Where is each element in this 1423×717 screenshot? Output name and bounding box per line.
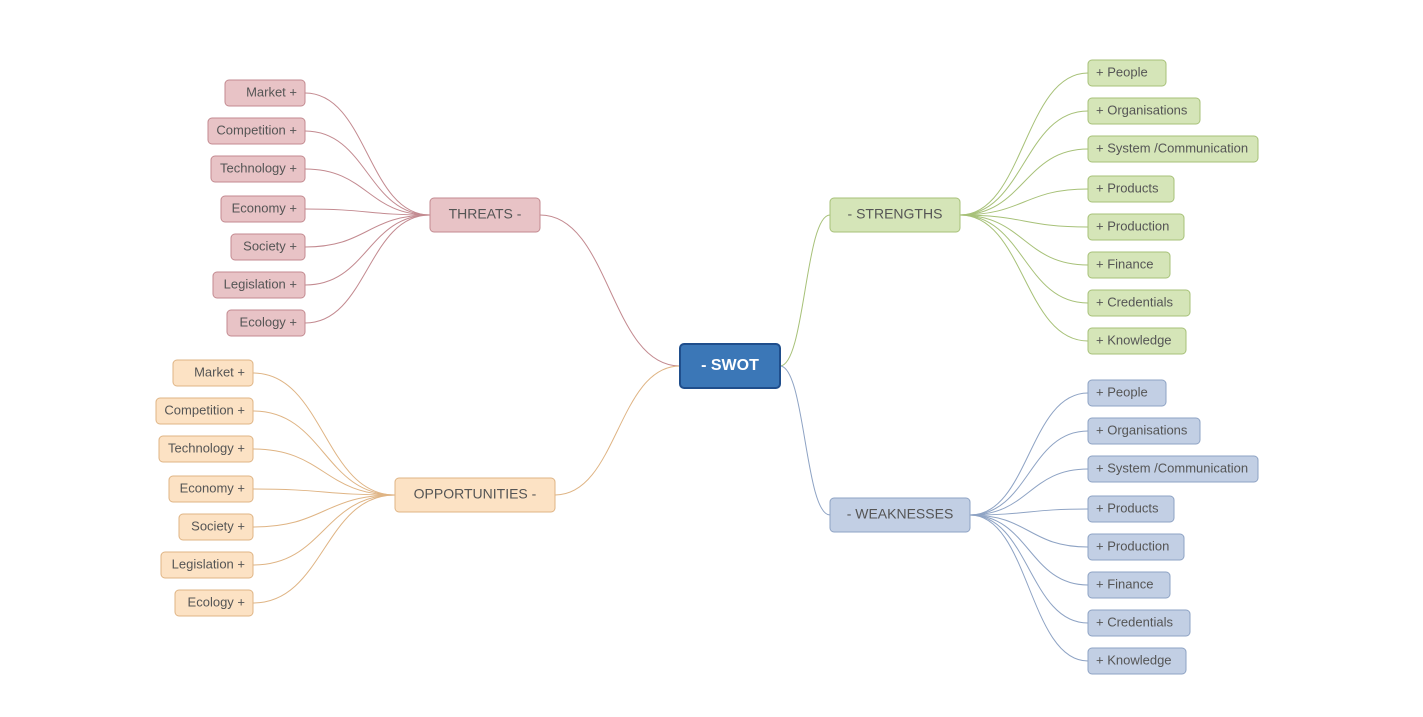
leaf-label-threats-5: Legislation + [224, 276, 297, 291]
category-label-threats: THREATS - [449, 206, 522, 222]
edge-strengths-leaf-0 [960, 73, 1088, 215]
edge-opportunities-leaf-1 [253, 411, 395, 495]
edge-opportunities-leaf-5 [253, 495, 395, 565]
leaf-label-weaknesses-3: + Products [1096, 500, 1159, 515]
edge-threats-leaf-0 [305, 93, 430, 215]
edge-strengths-leaf-1 [960, 111, 1088, 215]
leaf-label-weaknesses-7: + Knowledge [1096, 652, 1172, 667]
leaf-label-opportunities-4: Society + [191, 518, 245, 533]
edge-weaknesses-leaf-0 [970, 393, 1088, 515]
leaf-label-opportunities-5: Legislation + [172, 556, 245, 571]
edge-center-threats [540, 215, 680, 366]
swot-mindmap: - SWOT THREATS - Market + Competition + Tech… [0, 0, 1423, 717]
category-label-weaknesses: - WEAKNESSES [847, 506, 954, 522]
category-label-strengths: - STRENGTHS [848, 206, 943, 222]
edge-weaknesses-leaf-1 [970, 431, 1088, 515]
leaf-label-strengths-6: + Credentials [1096, 294, 1173, 309]
leaf-label-weaknesses-6: + Credentials [1096, 614, 1173, 629]
leaf-label-strengths-5: + Finance [1096, 256, 1153, 271]
leaf-label-strengths-0: + People [1096, 64, 1148, 79]
leaf-label-opportunities-6: Ecology + [188, 594, 245, 609]
leaf-label-opportunities-1: Competition + [164, 402, 245, 417]
edge-opportunities-leaf-0 [253, 373, 395, 495]
leaf-label-threats-4: Society + [243, 238, 297, 253]
leaf-label-strengths-7: + Knowledge [1096, 332, 1172, 347]
edges-layer [253, 73, 1088, 661]
leaf-label-weaknesses-2: + System /Communication [1096, 460, 1248, 475]
leaf-label-strengths-1: + Organisations [1096, 102, 1188, 117]
leaf-label-weaknesses-1: + Organisations [1096, 422, 1188, 437]
edge-weaknesses-leaf-2 [970, 469, 1088, 515]
leaf-label-weaknesses-0: + People [1096, 384, 1148, 399]
leaf-label-weaknesses-4: + Production [1096, 538, 1169, 553]
nodes-layer: - SWOT THREATS - Market + Competition + Tech… [156, 60, 1258, 674]
leaf-label-strengths-2: + System /Communication [1096, 140, 1248, 155]
edge-threats-leaf-5 [305, 215, 430, 285]
edge-center-strengths [780, 215, 830, 366]
edge-weaknesses-leaf-7 [970, 515, 1088, 661]
edge-threats-leaf-4 [305, 215, 430, 247]
leaf-label-strengths-3: + Products [1096, 180, 1159, 195]
edge-center-opportunities [555, 366, 680, 495]
edge-threats-leaf-1 [305, 131, 430, 215]
edge-opportunities-leaf-4 [253, 495, 395, 527]
leaf-label-threats-6: Ecology + [240, 314, 297, 329]
edge-center-weaknesses [780, 366, 830, 515]
leaf-label-strengths-4: + Production [1096, 218, 1169, 233]
leaf-label-threats-2: Technology + [220, 160, 297, 175]
edge-weaknesses-leaf-5 [970, 515, 1088, 585]
center-node-label: - SWOT [701, 357, 759, 374]
leaf-label-opportunities-3: Economy + [180, 480, 245, 495]
edge-strengths-leaf-5 [960, 215, 1088, 265]
category-label-opportunities: OPPORTUNITIES - [414, 486, 537, 502]
leaf-label-weaknesses-5: + Finance [1096, 576, 1153, 591]
edge-threats-leaf-2 [305, 169, 430, 215]
edge-strengths-leaf-2 [960, 149, 1088, 215]
leaf-label-threats-0: Market + [246, 84, 297, 99]
leaf-label-threats-3: Economy + [232, 200, 297, 215]
leaf-label-opportunities-0: Market + [194, 364, 245, 379]
leaf-label-threats-1: Competition + [216, 122, 297, 137]
edge-opportunities-leaf-2 [253, 449, 395, 495]
edge-strengths-leaf-6 [960, 215, 1088, 303]
edge-strengths-leaf-7 [960, 215, 1088, 341]
leaf-label-opportunities-2: Technology + [168, 440, 245, 455]
